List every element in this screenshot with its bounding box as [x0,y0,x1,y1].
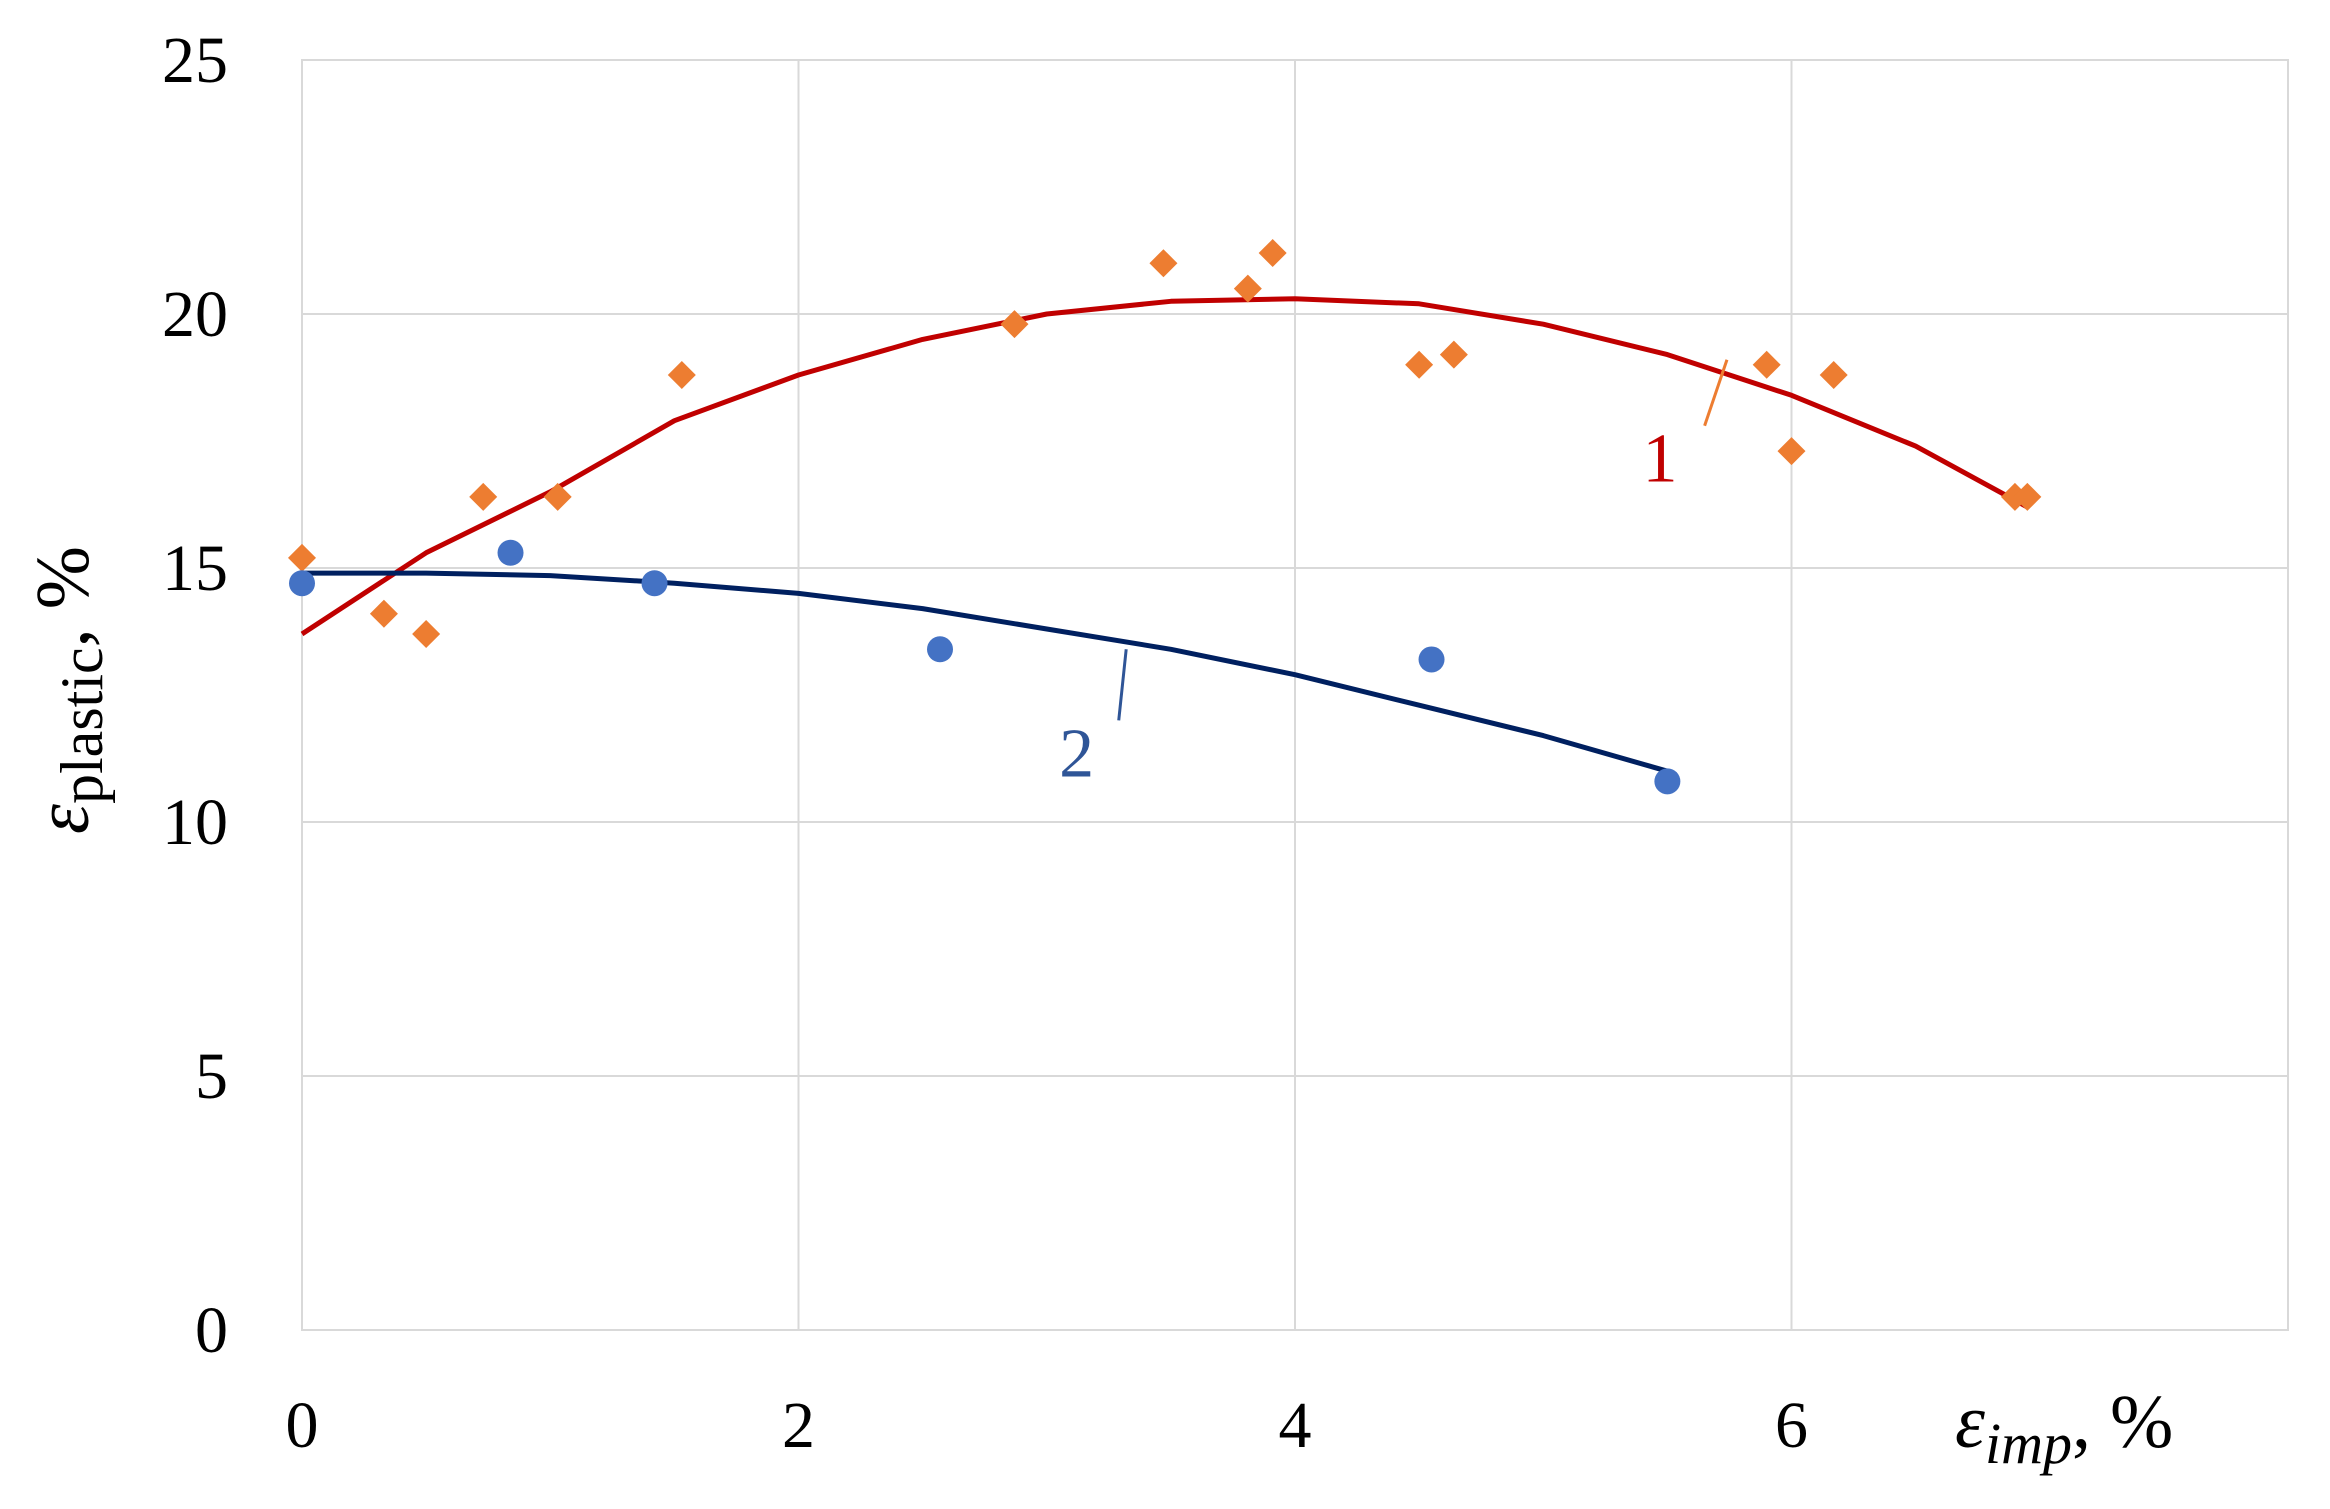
data-point-series-1 [1233,274,1262,303]
data-point-series-1 [1258,239,1287,268]
x-tick-labels: 0 2 4 6 [286,1389,1809,1462]
x-axis-unit: , % [2072,1380,2173,1464]
data-point-series-1 [288,543,316,572]
y-axis-unit: , % [21,546,105,647]
data-point-series-1 [412,620,441,649]
data-point-series-2 [927,636,954,663]
y-tick-label: 10 [162,786,228,859]
trend-lines [300,296,2029,774]
y-tick-label: 0 [195,1294,228,1367]
data-point-series-1 [1000,310,1029,339]
y-tick-label: 20 [162,278,228,351]
data-point-series-1 [1439,340,1468,369]
data-point-series-1 [469,482,498,511]
data-point-series-1 [1149,249,1178,278]
grid [301,59,2289,1331]
y-tick-label: 25 [162,24,228,97]
leader-line-series-2 [1117,649,1128,721]
x-axis-subscript: imp [1985,1411,2072,1476]
x-tick-label: 4 [1279,1389,1312,1462]
y-axis-symbol: ε [21,804,105,834]
trend-line-series-2 [302,570,1669,774]
y-tick-labels: 0 5 10 15 20 25 [162,24,228,1367]
data-point-series-2 [289,570,315,597]
data-point-series-1 [667,360,696,389]
data-point-series-1 [1777,437,1806,466]
data-point-series-1 [1819,360,1848,389]
data-point-series-2 [497,539,524,566]
x-tick-label: 0 [286,1389,319,1462]
curve-leader-lines [1117,359,1729,721]
y-axis-title: εplastic, % [21,546,115,834]
data-point-series-1 [1752,350,1781,379]
y-tick-label: 5 [195,1040,228,1113]
x-tick-label: 6 [1775,1389,1808,1462]
trend-line-series-1 [300,296,2029,637]
y-tick-label: 15 [162,532,228,605]
curve-label-2: 2 [1059,715,1094,792]
y-axis-subscript: plastic [49,647,115,804]
data-point-series-2 [1418,646,1445,673]
data-point-series-1 [369,599,398,628]
data-points [288,239,2042,795]
data-point-series-1 [1405,350,1434,379]
x-tick-label: 2 [782,1389,815,1462]
data-point-series-1 [2013,482,2042,511]
x-axis-title: εimp, % [1955,1380,2173,1476]
data-point-series-2 [641,570,668,597]
curve-label-1: 1 [1643,421,1678,498]
data-point-series-2 [1654,768,1681,795]
leader-line-series-1 [1703,359,1729,427]
x-axis-symbol: ε [1955,1380,1985,1464]
data-point-series-1 [543,482,572,511]
curve-labels: 1 2 [1059,421,1677,793]
